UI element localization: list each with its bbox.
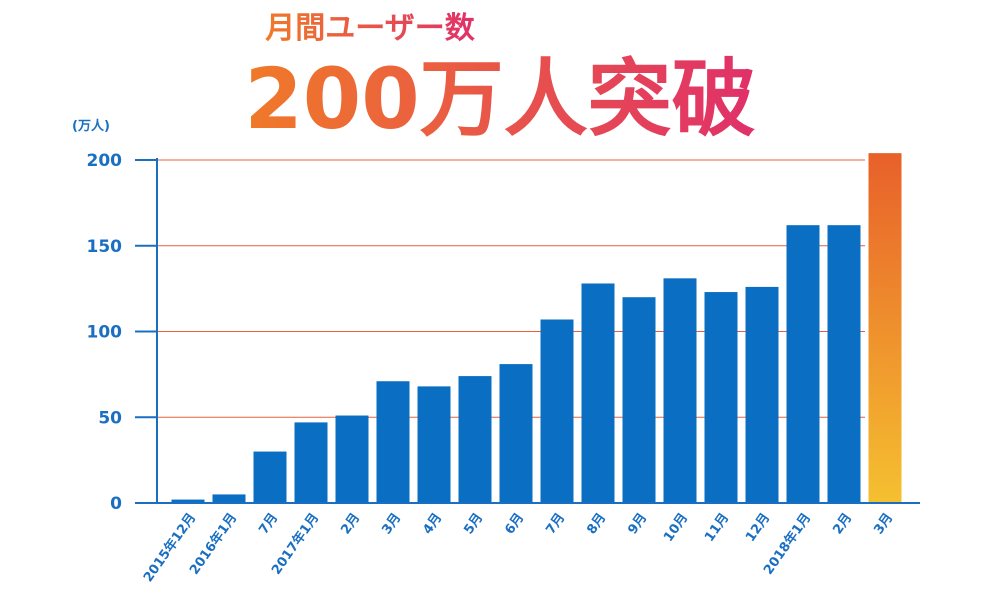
bar bbox=[294, 422, 328, 503]
x-tick-label: 5月 bbox=[461, 511, 486, 538]
bar bbox=[376, 381, 410, 503]
y-tick-labels: 0 50 100 150 200 bbox=[87, 151, 123, 514]
bar bbox=[253, 451, 287, 503]
x-tick-label: 3月 bbox=[379, 511, 404, 538]
y-tick-label: 0 bbox=[110, 494, 122, 514]
bars bbox=[171, 153, 902, 504]
x-tick-label: 7月 bbox=[256, 511, 281, 538]
bar-highlight bbox=[868, 153, 902, 503]
bar bbox=[827, 225, 861, 504]
bar bbox=[212, 494, 246, 503]
bar bbox=[458, 376, 492, 503]
x-tick-label: 4月 bbox=[420, 511, 445, 538]
chart-subtitle: 月間ユーザー数 bbox=[265, 11, 475, 46]
bar bbox=[335, 415, 369, 503]
bar bbox=[417, 386, 451, 503]
bar bbox=[499, 364, 533, 503]
bar bbox=[786, 225, 820, 504]
bar bbox=[663, 278, 697, 503]
x-tick-label: 10月 bbox=[661, 511, 691, 545]
x-tick-label: 6月 bbox=[502, 511, 527, 538]
y-tick-label: 100 bbox=[87, 323, 123, 343]
x-tick-label: 11月 bbox=[702, 511, 732, 545]
bar bbox=[171, 499, 205, 503]
x-tick-label: 8月 bbox=[584, 511, 609, 538]
axes bbox=[135, 158, 920, 504]
bar bbox=[622, 297, 656, 503]
x-tick-label: 9月 bbox=[625, 511, 650, 538]
x-tick-label: 2015年12月 bbox=[140, 510, 199, 585]
y-tick-label: 150 bbox=[87, 237, 123, 257]
y-tick-label: 200 bbox=[87, 151, 123, 171]
chart-title: 200万人突破 bbox=[244, 50, 755, 148]
bar bbox=[704, 292, 738, 503]
y-axis-unit-label: (万人) bbox=[72, 118, 110, 134]
bar bbox=[581, 283, 615, 503]
x-tick-label: 3月 bbox=[871, 511, 896, 538]
y-tick-label: 50 bbox=[98, 408, 122, 428]
x-tick-label: 2月 bbox=[830, 511, 855, 538]
x-tick-label: 7月 bbox=[543, 511, 568, 538]
bar bbox=[540, 319, 574, 503]
x-tick-label: 12月 bbox=[743, 511, 773, 545]
x-tick-label: 2月 bbox=[338, 511, 363, 538]
bar bbox=[745, 286, 779, 503]
